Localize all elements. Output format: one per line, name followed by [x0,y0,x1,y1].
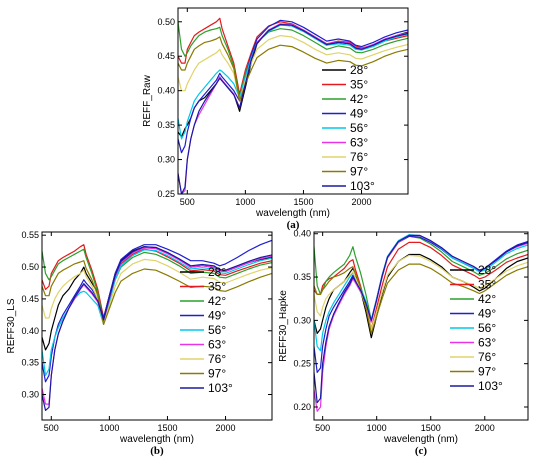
x-tick-label: 1500 [157,423,177,433]
x-tick-label: 2000 [216,423,236,433]
legend-entry: 103° [478,379,503,393]
y-tick-label: 0.30 [293,315,311,325]
x-tick-label: 2000 [352,197,372,207]
legend-entry: 76° [478,350,496,364]
series-line-0 [42,246,272,351]
legend-entry: 56° [478,321,496,335]
legend: 28°35°42°49°56°63°76°97°103° [322,63,375,193]
series-line-0 [178,23,408,138]
series-line-8 [178,23,408,194]
y-tick-label: 0.30 [157,155,175,165]
legend-entry: 76° [350,150,368,164]
x-axis-label: wavelength (nm) [119,434,194,445]
y-tick-label: 0.35 [157,120,175,130]
legend-entry: 49° [350,107,368,121]
legend-entry: 35° [208,280,226,294]
series-line-7 [42,260,272,325]
y-tick-label: 0.40 [21,326,39,336]
series-line-7 [178,36,408,102]
x-axis-label: wavelength (nm) [383,434,458,445]
legend-entry: 49° [208,309,226,323]
series-line-7 [314,263,528,334]
y-axis-label: REFF30_LS [6,298,17,353]
x-axis-label: wavelength (nm) [255,208,330,219]
legend-entry: 35° [350,78,368,92]
legend-entry: 63° [478,336,496,350]
y-tick-label: 0.55 [21,230,39,240]
legend: 28°35°42°49°56°63°76°97°103° [450,263,503,393]
x-tick-label: 500 [315,423,330,433]
legend-entry: 63° [350,136,368,150]
legend-entry: 42° [208,294,226,308]
x-tick-label: 1500 [421,423,441,433]
y-tick-label: 0.35 [21,358,39,368]
chart-panel-a: 500 1000 1500 2000 0.25 0.30 0.35 0.40 0.45 0.50 w… [142,7,409,231]
legend-entry: 103° [208,381,233,395]
legend-entry: 28° [350,63,368,77]
y-tick-label: 0.50 [21,262,39,272]
panel-label: (c) [415,445,428,457]
x-tick-label: 500 [44,423,59,433]
y-tick-label: 0.25 [293,359,311,369]
legend-entry: 42° [478,292,496,306]
y-tick-label: 0.50 [157,17,175,27]
y-tick-label: 0.30 [21,390,39,400]
y-tick-label: 0.25 [157,189,175,199]
y-tick-label: 0.40 [157,86,175,96]
x-tick-label: 1500 [293,197,313,207]
series-group [314,234,528,412]
plot-frame [313,231,529,421]
legend-entry: 42° [350,92,368,106]
x-tick-label: 2000 [475,423,495,433]
y-axis-label: REFF30_Hapke [278,290,289,362]
series-line-1 [42,244,272,319]
series-line-1 [314,241,528,330]
plot-frame [177,7,409,195]
legend-entry: 28° [478,263,496,277]
legend-entry: 103° [350,179,375,193]
series-line-8 [314,234,528,404]
legend-entry: 49° [478,307,496,321]
x-tick-label: 1000 [367,423,387,433]
y-tick-label: 0.45 [157,51,175,61]
y-tick-label: 0.40 [293,229,311,239]
legend: 28°35°42°49°56°63°76°97°103° [180,265,233,395]
y-tick-label: 0.20 [293,402,311,412]
series-group [178,17,408,194]
series-line-8 [42,246,272,411]
chart-panel-b: 500 1000 1500 2000 0.30 0.35 0.40 0.45 0.50 0.55 w… [6,230,273,457]
panel-label: (b) [150,445,164,457]
legend-entry: 76° [208,352,226,366]
legend-entry: 56° [208,323,226,337]
x-tick-label: 500 [180,197,195,207]
legend-entry: 56° [350,121,368,135]
y-tick-label: 0.35 [293,272,311,282]
legend-entry: 35° [478,278,496,292]
series-line-4 [42,249,272,376]
legend-entry: 63° [208,338,226,352]
series-group [42,239,272,411]
series-line-1 [178,17,408,95]
series-line-6 [314,254,528,330]
legend-entry: 97° [208,367,226,381]
legend-entry: 28° [208,265,226,279]
y-axis-label: REFF_Raw [142,74,153,126]
chart-panel-c: 500 1000 1500 2000 0.20 0.25 0.30 0.35 0.40 wavel… [278,229,529,457]
series-line-4 [178,24,408,140]
x-tick-label: 1000 [99,423,119,433]
legend-entry: 97° [478,365,496,379]
x-tick-label: 1000 [235,197,255,207]
y-tick-label: 0.45 [21,294,39,304]
legend-entry: 97° [350,165,368,179]
plot-frame [41,231,273,421]
panel-label: (a) [287,219,300,231]
series-line-2 [42,248,272,322]
series-line-0 [314,253,528,339]
series-line-2 [178,21,408,99]
series-line-6 [42,258,272,325]
